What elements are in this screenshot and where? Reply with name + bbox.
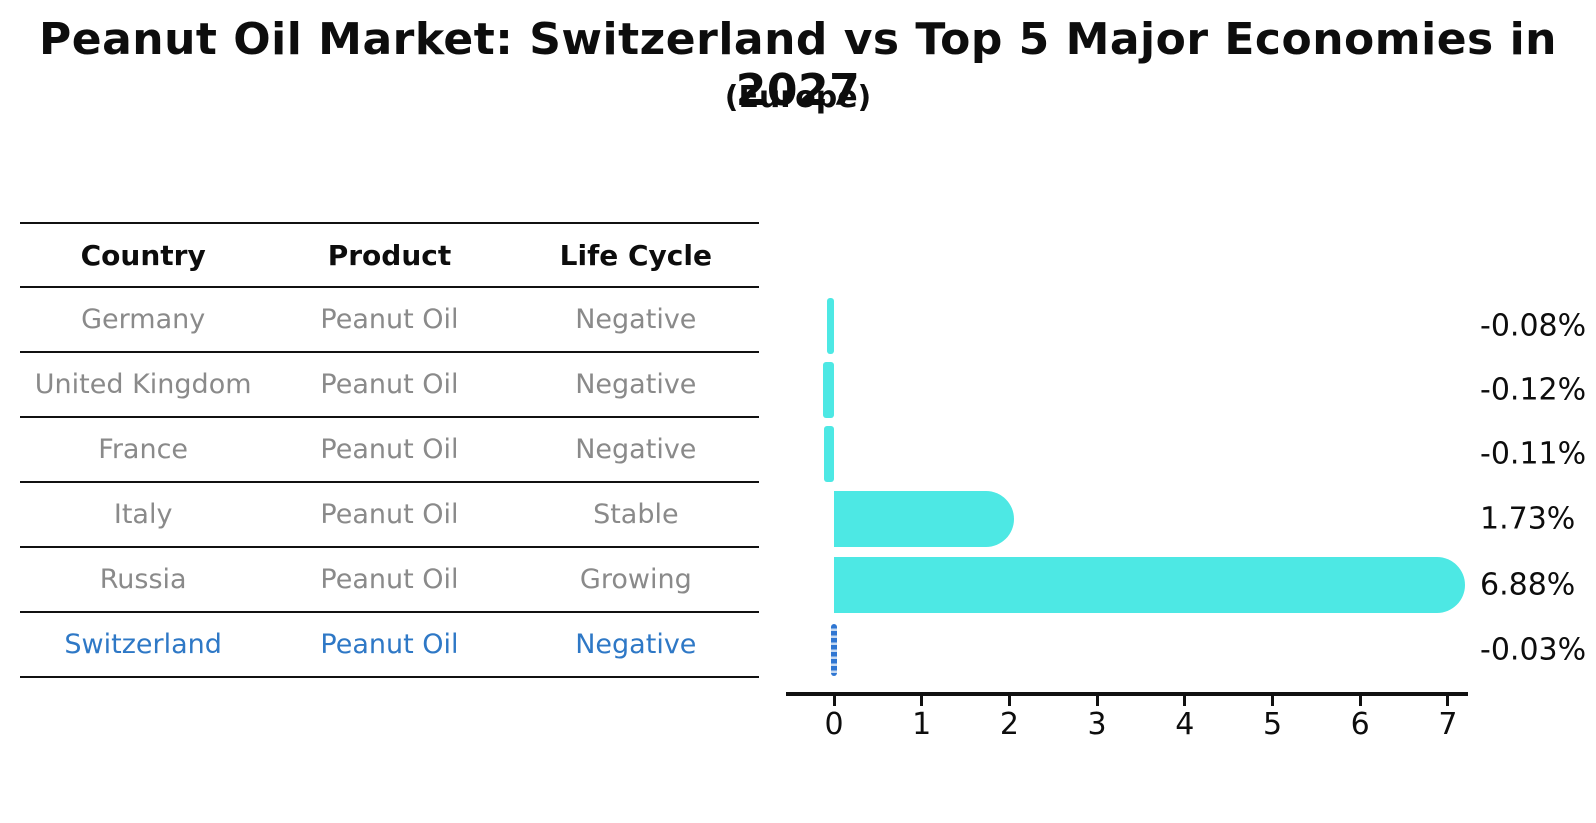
table-cell: Peanut Oil	[320, 434, 459, 465]
table-cell: Peanut Oil	[320, 369, 459, 400]
table-cell: Germany	[81, 304, 206, 335]
x-axis-tick-label: 4	[1175, 707, 1195, 742]
x-axis-tick	[1446, 695, 1450, 706]
table-cell: Negative	[575, 304, 697, 335]
x-axis-tick	[1095, 695, 1099, 706]
x-axis-tick-label: 5	[1262, 707, 1283, 742]
table-header-cell: Life Cycle	[559, 238, 712, 272]
table-cell: Peanut Oil	[320, 629, 459, 660]
table-cell: France	[98, 434, 189, 465]
bar	[826, 298, 834, 354]
x-axis-tick	[832, 695, 836, 706]
table-row: Russia Peanut Oil Growing	[20, 547, 759, 612]
bar	[823, 362, 834, 418]
x-axis-tick	[920, 695, 924, 706]
comparison-table: Country Product Life Cycle Germany Peanut O…	[20, 222, 759, 678]
table-header-row: Country Product Life Cycle	[20, 223, 759, 287]
x-axis-tick-label: 1	[912, 707, 932, 742]
x-axis-tick	[1183, 695, 1187, 706]
x-axis-tick-label: 7	[1438, 707, 1458, 742]
x-axis-tick-label: 6	[1350, 707, 1370, 742]
x-axis-tick-label: 0	[824, 707, 844, 742]
value-label: 6.88%	[1480, 567, 1576, 603]
table-row: Switzerland Peanut Oil Negative	[20, 612, 759, 677]
table-cell: Negative	[575, 629, 697, 660]
page-subtitle: (Europe)	[724, 80, 872, 115]
page-title: Peanut Oil Market: Switzerland vs Top 5 …	[39, 14, 1557, 116]
table-cell: Peanut Oil	[320, 564, 459, 595]
table-cell: Negative	[575, 369, 697, 400]
value-label: -0.12%	[1480, 372, 1587, 408]
table-cell: Switzerland	[64, 629, 222, 660]
table-cell: Peanut Oil	[320, 304, 459, 335]
value-label: -0.11%	[1480, 436, 1587, 472]
x-axis-tick	[1358, 695, 1362, 706]
value-label: -0.03%	[1480, 632, 1587, 668]
table-row: France Peanut Oil Negative	[20, 417, 759, 482]
table-cell: Stable	[593, 499, 679, 530]
table-cell: Russia	[99, 564, 187, 595]
x-axis-tick-label: 3	[1087, 707, 1107, 742]
x-axis-tick	[1007, 695, 1011, 706]
x-axis	[786, 692, 1468, 696]
x-axis-tick	[1271, 695, 1274, 706]
table-row: Italy Peanut Oil Stable	[20, 482, 759, 547]
table-header-cell: Product	[327, 238, 452, 272]
bar	[824, 426, 834, 482]
table-cell: Peanut Oil	[320, 499, 459, 530]
table-cell: United Kingdom	[34, 369, 252, 400]
table-cell: Negative	[575, 434, 697, 465]
table-row: Germany Peanut Oil Negative	[20, 287, 759, 352]
table-cell: Italy	[113, 499, 173, 530]
table-body: Germany Peanut Oil Negative United Kingdom P…	[20, 287, 759, 677]
table-header-cell: Country	[80, 238, 206, 272]
table-cell: Growing	[579, 564, 692, 595]
value-label: -0.08%	[1480, 308, 1587, 344]
table-row: United Kingdom Peanut Oil Negative	[20, 352, 759, 417]
bar	[834, 557, 1466, 613]
highlight-marker	[831, 624, 837, 676]
x-axis-tick-label: 2	[999, 707, 1019, 742]
bar	[834, 491, 1014, 547]
value-label: 1.73%	[1480, 501, 1576, 537]
